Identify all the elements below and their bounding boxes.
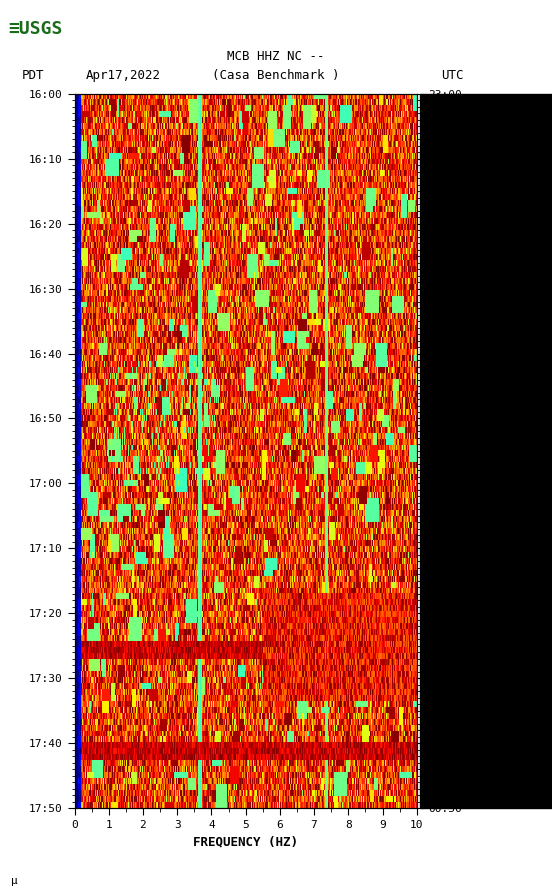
- Text: (Casa Benchmark ): (Casa Benchmark ): [213, 69, 339, 81]
- Text: ≡USGS: ≡USGS: [8, 20, 63, 38]
- Text: PDT: PDT: [22, 69, 45, 81]
- X-axis label: FREQUENCY (HZ): FREQUENCY (HZ): [193, 836, 298, 848]
- Text: MCB HHZ NC --: MCB HHZ NC --: [227, 50, 325, 63]
- Text: UTC: UTC: [442, 69, 464, 81]
- Text: μ: μ: [11, 876, 18, 886]
- Text: Apr17,2022: Apr17,2022: [86, 69, 161, 81]
